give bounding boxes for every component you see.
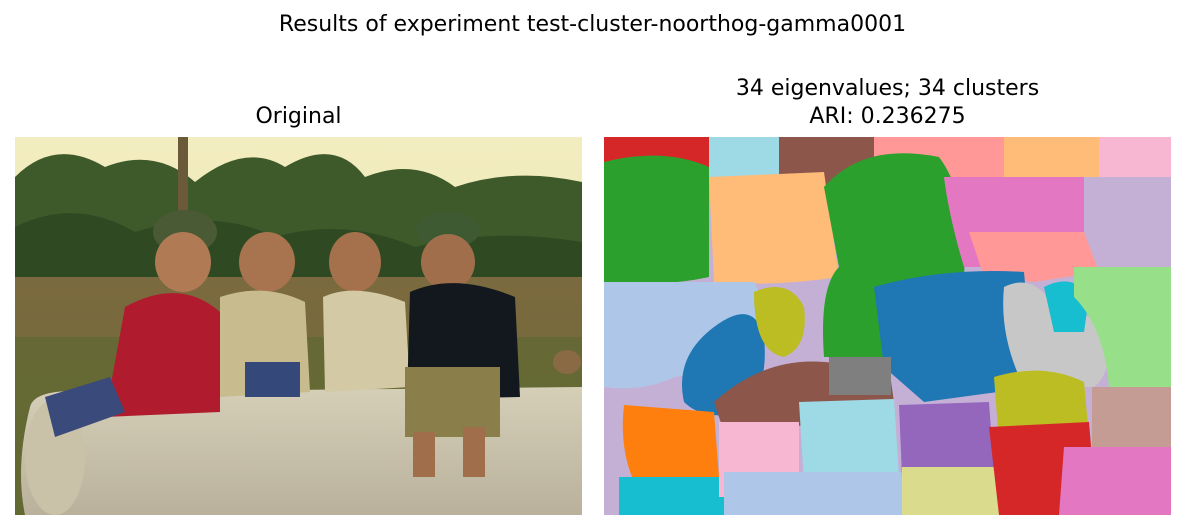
cluster-region <box>969 232 1099 282</box>
cluster-region <box>1099 137 1171 177</box>
cluster-region <box>709 172 839 284</box>
cluster-region <box>604 155 709 284</box>
cluster-region <box>622 405 719 482</box>
cluster-segmentation-map <box>604 137 1171 515</box>
original-image <box>15 137 582 515</box>
cluster-region <box>724 472 904 515</box>
cluster-region <box>899 402 994 477</box>
cluster-region <box>829 357 891 395</box>
cluster-region <box>1004 137 1099 182</box>
cluster-region <box>1074 267 1171 387</box>
cluster-region <box>1059 447 1171 515</box>
cluster-region <box>709 137 779 177</box>
cluster-region <box>1092 387 1171 452</box>
right-panel-title-line1: 34 eigenvalues; 34 clusters <box>735 76 1040 101</box>
cluster-map-svg <box>604 137 1171 515</box>
cluster-region <box>1084 177 1171 267</box>
cluster-region <box>619 477 724 515</box>
right-panel-title-line2: ARI: 0.236275 <box>809 104 966 129</box>
cluster-region <box>874 271 1034 402</box>
cluster-region <box>799 399 899 482</box>
cluster-region <box>754 287 805 357</box>
original-photo-svg <box>15 137 582 515</box>
cluster-region <box>902 467 1002 515</box>
figure-suptitle: Results of experiment test-cluster-noort… <box>278 12 907 37</box>
cluster-region <box>823 153 965 357</box>
cluster-region <box>1003 282 1110 387</box>
left-panel-title: Original <box>255 104 342 129</box>
